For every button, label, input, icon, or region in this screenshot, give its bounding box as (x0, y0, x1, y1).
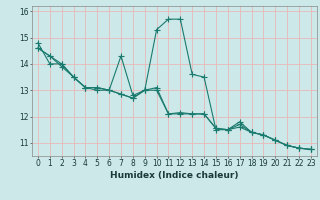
X-axis label: Humidex (Indice chaleur): Humidex (Indice chaleur) (110, 171, 239, 180)
